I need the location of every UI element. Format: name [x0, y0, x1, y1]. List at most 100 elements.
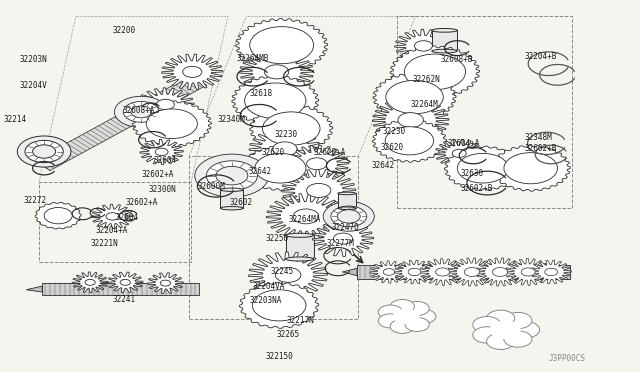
- Polygon shape: [148, 273, 183, 294]
- Polygon shape: [395, 29, 452, 62]
- Circle shape: [383, 269, 395, 275]
- Circle shape: [33, 145, 56, 158]
- Polygon shape: [239, 282, 319, 328]
- Circle shape: [473, 317, 501, 333]
- Polygon shape: [35, 202, 81, 229]
- Circle shape: [331, 206, 367, 227]
- Text: 32300N: 32300N: [149, 185, 177, 194]
- Circle shape: [511, 322, 540, 338]
- Polygon shape: [236, 19, 328, 72]
- Circle shape: [337, 210, 360, 223]
- Polygon shape: [26, 286, 42, 292]
- Text: 32200: 32200: [113, 26, 136, 35]
- Polygon shape: [372, 119, 447, 162]
- Polygon shape: [357, 265, 570, 279]
- Text: 32620+A: 32620+A: [314, 148, 346, 157]
- Polygon shape: [242, 146, 319, 190]
- Circle shape: [378, 305, 403, 319]
- Text: 32642: 32642: [248, 167, 271, 176]
- Text: 32262N: 32262N: [413, 75, 440, 84]
- Text: 32602+B: 32602+B: [461, 185, 493, 193]
- Circle shape: [182, 66, 202, 77]
- Circle shape: [486, 310, 515, 327]
- Text: 32642: 32642: [371, 161, 394, 170]
- Text: 32602+A: 32602+A: [141, 170, 173, 179]
- Circle shape: [250, 27, 314, 64]
- Circle shape: [390, 319, 415, 333]
- Polygon shape: [394, 260, 435, 284]
- Circle shape: [412, 310, 436, 324]
- Circle shape: [307, 158, 327, 170]
- Circle shape: [206, 161, 257, 190]
- Circle shape: [124, 102, 159, 122]
- Text: 32604: 32604: [116, 213, 139, 222]
- Circle shape: [504, 312, 532, 329]
- Polygon shape: [432, 31, 458, 51]
- Ellipse shape: [338, 192, 356, 195]
- Text: 32608+A: 32608+A: [122, 106, 154, 115]
- Circle shape: [115, 96, 168, 128]
- Text: 32600M: 32600M: [197, 182, 225, 190]
- Circle shape: [262, 112, 320, 145]
- Text: 32250: 32250: [266, 234, 289, 243]
- Ellipse shape: [220, 188, 243, 191]
- Circle shape: [106, 213, 119, 220]
- Text: J3PP00CS: J3PP00CS: [548, 354, 586, 363]
- Text: 32620: 32620: [261, 148, 284, 157]
- Circle shape: [264, 65, 289, 79]
- Polygon shape: [239, 50, 314, 93]
- Text: 32630: 32630: [461, 169, 484, 177]
- Ellipse shape: [285, 257, 314, 261]
- Circle shape: [273, 142, 297, 156]
- Polygon shape: [285, 235, 314, 259]
- Ellipse shape: [338, 207, 356, 209]
- Polygon shape: [266, 193, 346, 239]
- Polygon shape: [132, 101, 211, 147]
- Ellipse shape: [220, 206, 243, 210]
- Text: 32214: 32214: [4, 115, 27, 124]
- Text: 32204+A: 32204+A: [95, 226, 127, 235]
- Circle shape: [85, 279, 95, 285]
- Circle shape: [120, 279, 131, 285]
- Polygon shape: [531, 260, 572, 284]
- Circle shape: [157, 99, 174, 110]
- Circle shape: [147, 109, 197, 138]
- Text: 32204V: 32204V: [20, 81, 47, 90]
- Polygon shape: [505, 259, 551, 285]
- Circle shape: [436, 268, 450, 276]
- Text: 32264MA: 32264MA: [288, 215, 321, 224]
- Text: 32340M: 32340M: [218, 115, 246, 124]
- Polygon shape: [92, 204, 134, 229]
- Circle shape: [378, 314, 403, 328]
- Ellipse shape: [432, 29, 458, 32]
- Text: 32247Q: 32247Q: [332, 223, 359, 232]
- Polygon shape: [285, 145, 349, 182]
- Circle shape: [385, 127, 434, 155]
- Polygon shape: [372, 98, 449, 142]
- Text: 32230: 32230: [274, 130, 297, 140]
- Circle shape: [216, 166, 248, 185]
- Text: 32602+A: 32602+A: [125, 198, 157, 207]
- Circle shape: [415, 41, 433, 51]
- Text: 32618: 32618: [250, 89, 273, 98]
- Polygon shape: [220, 190, 243, 208]
- Polygon shape: [435, 140, 483, 167]
- Polygon shape: [162, 54, 223, 90]
- Circle shape: [465, 267, 479, 276]
- Ellipse shape: [432, 49, 458, 53]
- Polygon shape: [312, 221, 374, 256]
- Text: 32604: 32604: [154, 155, 177, 164]
- Circle shape: [131, 106, 152, 118]
- Polygon shape: [42, 283, 198, 295]
- Circle shape: [404, 54, 466, 90]
- Circle shape: [393, 309, 420, 324]
- Circle shape: [244, 83, 306, 119]
- Text: 32230: 32230: [383, 126, 406, 136]
- Circle shape: [293, 209, 319, 224]
- Circle shape: [504, 153, 557, 184]
- Circle shape: [504, 331, 532, 347]
- Circle shape: [398, 113, 424, 128]
- Circle shape: [25, 140, 63, 163]
- Polygon shape: [250, 105, 333, 153]
- Circle shape: [255, 153, 306, 183]
